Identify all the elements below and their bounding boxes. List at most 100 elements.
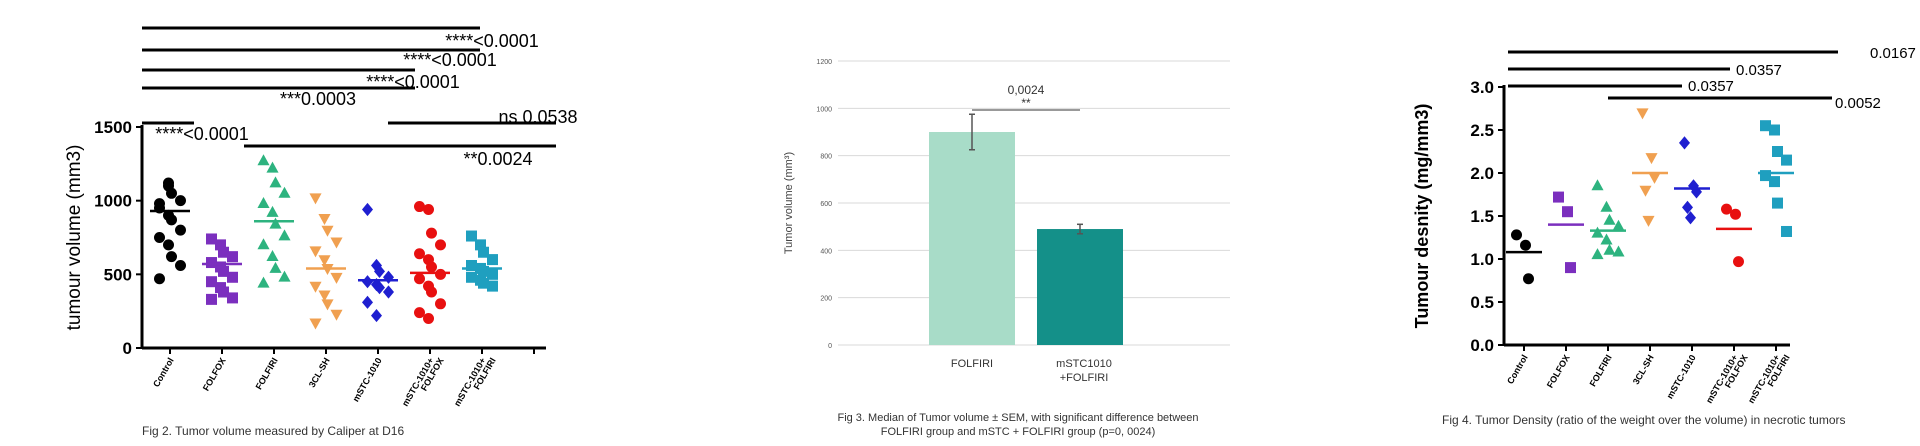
fig4-data-point bbox=[1562, 206, 1573, 218]
fig2-data-point bbox=[426, 227, 437, 239]
fig3-significance-stars: ** bbox=[1021, 96, 1031, 110]
fig2-data-point bbox=[478, 265, 489, 277]
fig2-data-point bbox=[154, 273, 165, 285]
fig4-comparison-label: 0.0167 bbox=[1870, 45, 1916, 62]
fig2-data-point bbox=[321, 225, 334, 237]
fig4-data-point bbox=[1511, 229, 1522, 241]
fig4-y-tick-label: 0.5 bbox=[1470, 293, 1494, 312]
fig2-data-point bbox=[487, 280, 498, 292]
fig2-data-point bbox=[423, 204, 434, 216]
fig4-x-tick-label: Control bbox=[1505, 353, 1530, 386]
fig2-data-point bbox=[435, 239, 446, 251]
fig2-data-point bbox=[435, 268, 446, 280]
fig3-median-bar-chart: 0 200 400 600 800 1000 1200 Tumor volume (mm³) F… bbox=[783, 59, 1230, 384]
fig2-data-point bbox=[266, 250, 279, 262]
fig4-data-point bbox=[1553, 191, 1564, 203]
fig4-x-tick-label: 3CL-SH bbox=[1631, 353, 1656, 386]
fig2-data-point bbox=[175, 224, 186, 236]
fig2-data-point bbox=[206, 276, 217, 288]
fig2-data-point bbox=[257, 197, 270, 209]
fig3-x-tick-label: FOLFIRI bbox=[951, 358, 993, 370]
fig4-data-point bbox=[1591, 179, 1604, 191]
fig4-data-point bbox=[1636, 108, 1649, 120]
fig4-data-point bbox=[1760, 120, 1771, 132]
fig4-caption: Fig 4. Tumor Density (ratio of the weigh… bbox=[1442, 413, 1846, 427]
fig4-data-point bbox=[1730, 208, 1741, 220]
fig2-y-tick-label: 1000 bbox=[94, 192, 132, 211]
fig2-comparison-label: ***0.0003 bbox=[280, 89, 356, 109]
fig3-caption-line-2: FOLFIRI group and mSTC + FOLFIRI group (… bbox=[880, 426, 1156, 438]
fig3-y-tick-label: 200 bbox=[820, 296, 832, 303]
fig2-comparison-label: ****<0.0001 bbox=[155, 124, 249, 144]
fig4-data-point bbox=[1772, 146, 1783, 157]
fig3-y-tick-label: 600 bbox=[820, 201, 832, 208]
fig2-data-point bbox=[278, 229, 291, 241]
fig4-data-point bbox=[1781, 154, 1792, 166]
fig4-data-point bbox=[1603, 243, 1616, 255]
fig2-data-point bbox=[466, 271, 477, 283]
fig4-x-tick-label: mSTC-1010 bbox=[1665, 353, 1698, 400]
fig2-tumour-volume-chart: 0 500 1000 1500 tumour volume (mm3) Control FO… bbox=[64, 26, 578, 408]
fig2-data-point bbox=[206, 233, 217, 245]
fig3-y-tick-label: 0 bbox=[828, 343, 832, 350]
fig4-data-point bbox=[1591, 226, 1604, 238]
fig3-panel: 0 200 400 600 800 1000 1200 Tumor volume (mm³) F… bbox=[760, 0, 1280, 446]
fig2-data-point bbox=[257, 238, 270, 250]
fig2-data-point bbox=[414, 248, 425, 260]
fig2-comparison-label: **0.0024 bbox=[463, 149, 532, 169]
fig4-data-point bbox=[1612, 245, 1625, 257]
fig2-data-point bbox=[330, 237, 343, 249]
fig4-y-tick-label: 1.0 bbox=[1470, 250, 1494, 269]
fig2-data-point bbox=[269, 217, 282, 229]
fig2-data-point bbox=[466, 259, 477, 271]
fig4-comparison-label: 0.0052 bbox=[1835, 95, 1881, 112]
fig2-data-point bbox=[426, 261, 437, 273]
fig4-data-point bbox=[1772, 197, 1783, 209]
fig2-data-point bbox=[414, 201, 425, 213]
fig4-y-axis-label: Tumour desnity (mg/mm3) bbox=[1412, 104, 1432, 329]
fig2-data-point bbox=[478, 277, 489, 289]
fig2-data-point bbox=[218, 286, 229, 298]
fig2-data-point bbox=[318, 255, 331, 267]
fig2-x-tick-label: mSTC-1010 bbox=[351, 356, 384, 403]
fig2-data-point bbox=[309, 246, 322, 258]
fig2-data-point bbox=[278, 270, 291, 282]
fig2-data-point bbox=[166, 187, 177, 199]
fig2-data-point bbox=[414, 273, 425, 285]
fig2-data-point bbox=[318, 213, 331, 225]
fig4-data-point bbox=[1769, 124, 1780, 136]
fig2-data-point bbox=[487, 254, 498, 266]
fig4-data-point bbox=[1565, 262, 1576, 274]
fig4-panel: 0.0 0.5 1.0 1.5 2.0 2.5 3.0 Tumour desnity (mg/… bbox=[1380, 0, 1920, 446]
fig3-caption-line-1: Fig 3. Median of Tumor volume ± SEM, wit… bbox=[837, 412, 1199, 424]
fig2-data-point bbox=[227, 271, 238, 283]
fig2-data-point bbox=[362, 295, 373, 309]
fig4-data-point bbox=[1600, 233, 1613, 245]
fig2-data-point bbox=[374, 280, 385, 295]
fig2-data-point bbox=[266, 205, 279, 217]
fig2-y-tick-label: 0 bbox=[123, 339, 132, 358]
fig4-data-point bbox=[1520, 239, 1531, 251]
fig3-x-tick-label: +FOLFIRI bbox=[1060, 372, 1109, 384]
fig4-y-tick-label: 0.0 bbox=[1470, 336, 1494, 355]
fig2-data-point bbox=[426, 286, 437, 298]
fig2-data-point bbox=[206, 257, 217, 269]
fig2-data-point bbox=[278, 186, 291, 198]
fig4-tumour-density-chart: 0.0 0.5 1.0 1.5 2.0 2.5 3.0 Tumour desnity (mg/… bbox=[1412, 45, 1916, 405]
fig3-bar bbox=[929, 132, 1015, 345]
fig2-data-point bbox=[362, 202, 373, 217]
fig3-caption: Fig 3. Median of Tumor volume ± SEM, wit… bbox=[798, 411, 1238, 439]
fig2-data-point bbox=[309, 318, 322, 330]
fig2-data-point bbox=[487, 268, 498, 280]
fig2-data-point bbox=[309, 281, 322, 293]
fig4-data-point bbox=[1523, 273, 1534, 285]
fig4-x-tick-label: FOLFIRI bbox=[1588, 353, 1614, 388]
fig2-data-point bbox=[383, 285, 394, 299]
fig4-data-point bbox=[1721, 203, 1732, 215]
fig4-data-point bbox=[1639, 185, 1652, 197]
fig2-data-point bbox=[435, 298, 446, 310]
fig2-x-tick-label: 3CL-SH bbox=[307, 356, 332, 389]
fig2-data-point bbox=[166, 214, 177, 226]
fig3-p-value: 0,0024 bbox=[1008, 83, 1045, 97]
fig2-data-point bbox=[414, 307, 425, 319]
